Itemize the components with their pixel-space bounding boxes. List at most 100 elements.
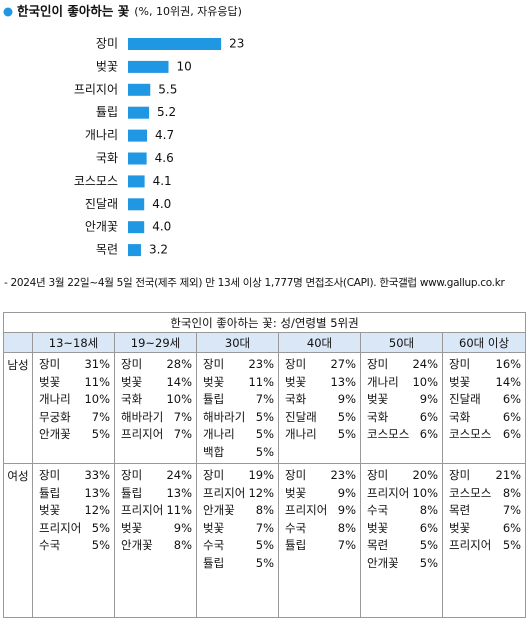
row: 여성 장미 33% 튤립 13% 벚꽃 12% 프리지어 5% 수국 5% 장미 24% 튤립 13% 프리지… bbox=[3, 463, 527, 618]
percent: 31% bbox=[84, 357, 110, 371]
flower-name: 벚꽃 bbox=[367, 392, 389, 406]
entry: 장미 16% bbox=[447, 356, 521, 374]
category-label: 코스모스 bbox=[74, 174, 118, 188]
value-label: 4.0 bbox=[152, 197, 171, 211]
entry: 진달래 6% bbox=[447, 391, 521, 409]
category-label: 장미 bbox=[96, 37, 118, 51]
flower-name: 국화 bbox=[367, 409, 389, 424]
note: - 2024년 3월 22일~4월 5일 전국(제주 제외) 만 13세 이상 … bbox=[4, 277, 505, 289]
percent: 9% bbox=[419, 392, 438, 406]
percent: 23% bbox=[330, 468, 356, 482]
percent: 13% bbox=[166, 485, 192, 500]
flower-name: 안개꽃 bbox=[367, 555, 399, 570]
cell: 장미 27% 벚꽃 13% 국화 9% 진달래 5% 개나리 5% bbox=[278, 352, 361, 464]
percent: 23% bbox=[248, 357, 274, 371]
flower-name: 진달래 bbox=[449, 392, 481, 406]
value-label: 5.5 bbox=[158, 82, 177, 96]
entry: 튤립 5% bbox=[201, 555, 274, 573]
percent: 13% bbox=[84, 485, 110, 500]
percent: 6% bbox=[419, 409, 438, 424]
flower-name: 장미 bbox=[449, 468, 471, 482]
flower-name: 장미 bbox=[449, 357, 471, 371]
percent: 8% bbox=[173, 538, 192, 552]
entry: 장미 23% bbox=[283, 467, 356, 485]
percent: 6% bbox=[502, 520, 522, 535]
entry: 수국 8% bbox=[365, 502, 438, 520]
flower-name: 장미 bbox=[203, 357, 225, 371]
entry: 해바라기 5% bbox=[201, 409, 274, 427]
percent: 6% bbox=[502, 409, 522, 424]
percent: 5% bbox=[337, 409, 356, 424]
percent: 10% bbox=[84, 392, 110, 406]
bar bbox=[128, 60, 169, 73]
flower-name: 튤립 bbox=[39, 485, 61, 500]
percent: 5% bbox=[255, 427, 274, 441]
entry: 프리지어 12% bbox=[201, 485, 274, 503]
percent: 5% bbox=[337, 427, 356, 441]
percent: 11% bbox=[248, 374, 274, 389]
entry: 프리지어 9% bbox=[283, 502, 356, 520]
value-label: 4.6 bbox=[155, 151, 174, 165]
percent: 7% bbox=[173, 427, 192, 441]
flower-name: 장미 bbox=[285, 357, 307, 371]
entry: 프리지어 5% bbox=[447, 537, 521, 555]
entry: 수국 5% bbox=[37, 537, 110, 555]
percent: 12% bbox=[248, 485, 274, 500]
category-label: 튤립 bbox=[96, 105, 118, 119]
category-label: 안개꽃 bbox=[85, 220, 118, 234]
row-label: 남성 bbox=[3, 352, 33, 464]
bar bbox=[128, 106, 150, 119]
entry: 프리지어 11% bbox=[119, 502, 192, 520]
entry: 장미 31% bbox=[37, 356, 110, 374]
flower-name: 벚꽃 bbox=[39, 503, 61, 517]
category-label: 개나리 bbox=[85, 128, 118, 142]
cell: 장미 21% 코스모스 8% 목련 7% 벚꽃 6% 프리지어 5% bbox=[441, 463, 527, 618]
bar bbox=[128, 198, 145, 211]
entry: 튤립 7% bbox=[283, 537, 356, 555]
flower-name: 해바라기 bbox=[121, 409, 164, 424]
percent: 27% bbox=[330, 357, 356, 371]
flower-name: 개나리 bbox=[367, 374, 399, 389]
value-label: 4.1 bbox=[153, 174, 172, 188]
entry: 목련 7% bbox=[447, 502, 521, 520]
flower-name: 개나리 bbox=[203, 427, 235, 441]
percent: 5% bbox=[419, 555, 438, 570]
percent: 28% bbox=[166, 357, 192, 371]
flower-name: 프리지어 bbox=[39, 520, 82, 535]
entry: 코스모스 6% bbox=[447, 426, 521, 444]
percent: 24% bbox=[166, 468, 192, 482]
value-label: 3.2 bbox=[149, 243, 168, 257]
entry: 진달래 5% bbox=[283, 409, 356, 427]
percent: 8% bbox=[502, 485, 522, 500]
percent: 5% bbox=[91, 427, 110, 441]
entry: 벚꽃 6% bbox=[447, 520, 521, 538]
flower-name: 프리지어 bbox=[285, 503, 328, 517]
category-label: 국화 bbox=[96, 151, 118, 165]
table: 한국인이 좋아하는 꽃: 성/연령별 5위권 13~18세 19~29세 30대 40대… bbox=[2, 312, 527, 618]
entry: 장미 19% bbox=[201, 467, 274, 485]
flower-name: 목련 bbox=[449, 503, 471, 517]
entry: 벚꽃 6% bbox=[365, 520, 438, 538]
entry: 개나리 5% bbox=[201, 426, 274, 444]
row: 남성 장미 31% 벚꽃 11% 개나리 10% 무궁화 7% 안개꽃 5% 장미 28% 벚꽃 14% 국화… bbox=[3, 352, 527, 464]
percent: 33% bbox=[84, 468, 110, 482]
value-label: 10 bbox=[177, 59, 192, 73]
percent: 20% bbox=[412, 468, 438, 482]
flower-name: 무궁화 bbox=[39, 409, 71, 424]
percent: 5% bbox=[255, 444, 274, 459]
category-label: 벚꽃 bbox=[96, 59, 118, 73]
percent: 7% bbox=[255, 392, 274, 406]
percent: 14% bbox=[495, 374, 522, 389]
row-label: 여성 bbox=[3, 463, 33, 618]
flower-name: 장미 bbox=[203, 468, 225, 482]
entry: 수국 5% bbox=[201, 537, 274, 555]
entry: 장미 20% bbox=[365, 467, 438, 485]
entry: 장미 23% bbox=[201, 356, 274, 374]
flower-name: 튤립 bbox=[121, 485, 143, 500]
category-label: 목련 bbox=[96, 243, 118, 257]
value-label: 4.7 bbox=[155, 128, 174, 142]
flower-name: 벚꽃 bbox=[203, 520, 225, 535]
flower-name: 장미 bbox=[121, 357, 143, 371]
value-label: 4.0 bbox=[152, 220, 171, 234]
flower-name: 벚꽃 bbox=[39, 374, 61, 389]
